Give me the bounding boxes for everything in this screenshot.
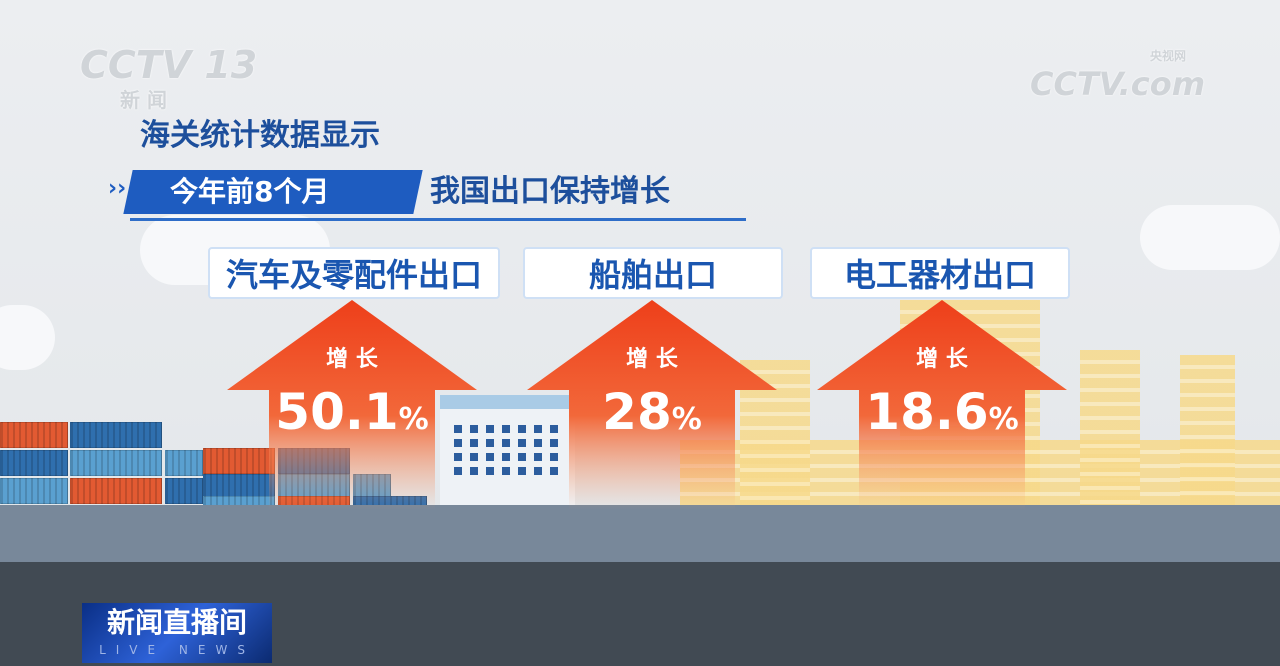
growth-label: 增 长 — [326, 347, 378, 372]
building — [1080, 350, 1140, 505]
cloud — [1140, 205, 1280, 270]
channel-logo: CCTV 13 — [80, 43, 258, 87]
building — [1180, 355, 1235, 505]
container — [0, 450, 68, 476]
category-label-auto: 汽车及零配件出口 — [208, 247, 500, 299]
road — [0, 505, 1280, 562]
container — [70, 450, 162, 476]
cloud — [0, 305, 55, 370]
growth-arrow-icon — [527, 300, 777, 510]
container — [203, 448, 275, 474]
growth-label: 增 长 — [626, 347, 678, 372]
headline-line1: 海关统计数据显示 — [140, 118, 380, 153]
category-label-electrical: 电工器材出口 — [810, 247, 1070, 299]
growth-arrow-icon — [817, 300, 1067, 510]
container — [70, 478, 162, 504]
growth-value-ships: 28% — [602, 383, 702, 441]
slash-decoration: ›› — [108, 176, 127, 201]
program-logo: 新闻直播间 LIVE NEWS — [82, 603, 272, 663]
growth-value-auto: 50.1% — [275, 383, 429, 441]
container — [165, 478, 203, 504]
growth-value-electrical: 18.6% — [865, 383, 1019, 441]
container — [70, 422, 162, 448]
factory-building — [440, 395, 575, 505]
container — [0, 478, 68, 504]
site-logo-sub: 央视网 — [1150, 49, 1187, 63]
category-label-ships: 船舶出口 — [523, 247, 783, 299]
site-logo: CCTV.com — [1030, 65, 1206, 103]
period-text: 今年前8个月 — [170, 175, 330, 208]
container — [165, 450, 203, 476]
growth-arrow-icon — [227, 300, 477, 510]
headline-underline — [130, 218, 746, 221]
container — [0, 422, 68, 448]
growth-label: 增 长 — [916, 347, 968, 372]
headline-line2: 我国出口保持增长 — [430, 174, 670, 209]
channel-logo-sub: 新 闻 — [120, 88, 167, 112]
